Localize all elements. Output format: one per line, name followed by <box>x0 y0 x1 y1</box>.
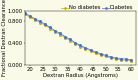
No diabetes <box>115 59 117 60</box>
Diabetes <box>125 59 127 60</box>
Diabetes <box>44 24 46 25</box>
No diabetes <box>44 25 46 26</box>
Diabetes <box>100 53 101 54</box>
No diabetes <box>85 48 86 49</box>
Diabetes <box>75 42 76 43</box>
No diabetes <box>80 46 81 47</box>
Diabetes <box>49 27 51 28</box>
Diabetes <box>39 21 41 22</box>
Diabetes <box>105 55 107 56</box>
Diabetes <box>64 36 66 37</box>
No diabetes <box>95 53 96 54</box>
Line: No diabetes: No diabetes <box>24 14 132 61</box>
Diabetes <box>110 56 112 57</box>
Diabetes <box>70 39 71 40</box>
Diabetes <box>24 13 26 14</box>
No diabetes <box>100 54 101 55</box>
No diabetes <box>64 37 66 38</box>
No diabetes <box>75 43 76 44</box>
Diabetes <box>115 58 117 59</box>
No diabetes <box>120 59 122 60</box>
No diabetes <box>110 58 112 59</box>
Diabetes <box>120 58 122 59</box>
No diabetes <box>90 50 91 51</box>
No diabetes <box>29 17 31 18</box>
Diabetes <box>54 30 56 31</box>
X-axis label: Dextran Radius (Angstroms): Dextran Radius (Angstroms) <box>43 73 118 78</box>
No diabetes <box>39 22 41 23</box>
No diabetes <box>70 40 71 41</box>
Diabetes <box>85 47 86 48</box>
No diabetes <box>34 19 36 20</box>
No diabetes <box>49 28 51 29</box>
Diabetes <box>59 33 61 34</box>
Diabetes <box>80 45 81 46</box>
No diabetes <box>125 60 127 61</box>
No diabetes <box>59 34 61 35</box>
Line: Diabetes: Diabetes <box>24 13 132 60</box>
No diabetes <box>54 31 56 32</box>
Legend: No diabetes, Diabetes: No diabetes, Diabetes <box>59 3 136 13</box>
No diabetes <box>24 14 26 15</box>
Diabetes <box>90 49 91 50</box>
Diabetes <box>130 59 132 60</box>
Diabetes <box>34 18 36 19</box>
No diabetes <box>130 60 132 61</box>
Y-axis label: Fractional Dextran Clearance: Fractional Dextran Clearance <box>2 0 7 76</box>
No diabetes <box>105 56 107 57</box>
